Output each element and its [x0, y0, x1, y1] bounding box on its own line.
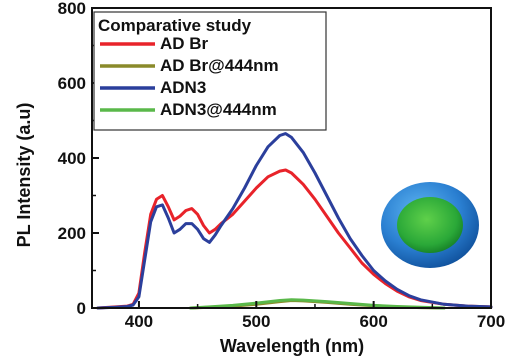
y-tick-label: 800: [58, 0, 86, 18]
series-line-adn3: [96, 132, 493, 310]
y-tick-label: 200: [58, 224, 86, 243]
x-tick-label: 500: [242, 312, 270, 331]
x-tick-label: 400: [125, 312, 153, 331]
series-line-adn3-444nm: [189, 298, 446, 310]
legend-entry-label: ADN3: [160, 78, 206, 97]
legend: Comparative study AD Br AD Br@444nm ADN3 AD…: [93, 11, 327, 131]
y-axis-label: PL Intensity (a.u): [14, 103, 34, 248]
legend-entry-label: AD Br@444nm: [160, 56, 279, 75]
x-tick-label: 700: [477, 312, 505, 331]
legend-entry-label: ADN3@444nm: [160, 100, 277, 119]
series-line-ad-br: [96, 168, 493, 310]
legend-entry-label: AD Br: [160, 34, 209, 53]
plot-area: [96, 132, 493, 310]
particle-core: [397, 197, 463, 253]
legend-title: Comparative study: [98, 16, 252, 35]
axes: 400 500 600 700 0 200 400 600 800: [58, 0, 506, 331]
core-shell-particle-illustration: [381, 182, 479, 268]
x-tick-label: 600: [359, 312, 387, 331]
y-tick-label: 600: [58, 74, 86, 93]
y-tick-label: 400: [58, 149, 86, 168]
y-tick-label: 0: [77, 299, 86, 318]
x-axis-label: Wavelength (nm): [220, 336, 364, 356]
